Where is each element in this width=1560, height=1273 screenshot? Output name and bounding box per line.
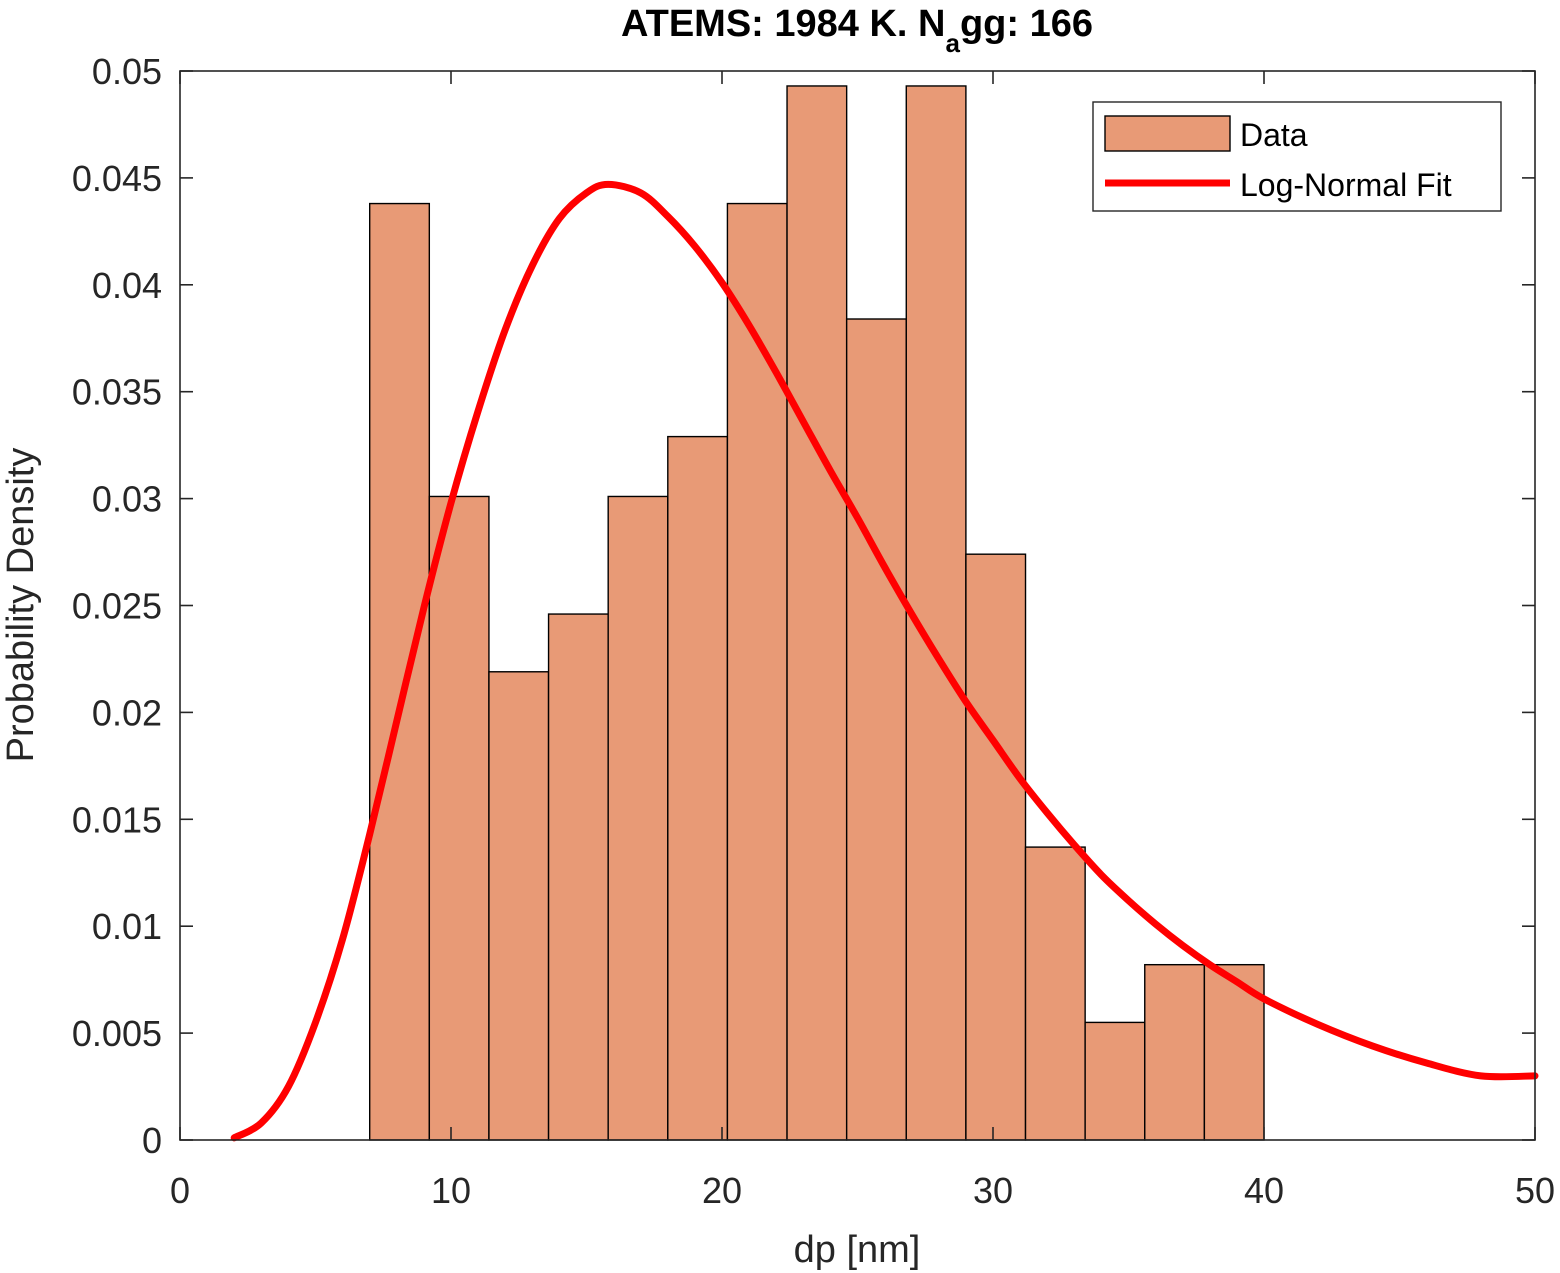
histogram-bar: [965, 553, 1027, 1141]
y-tick-label: 0.005: [72, 1013, 162, 1054]
chart-title-subscript: a: [945, 28, 960, 58]
histogram-bar: [1024, 846, 1086, 1141]
legend-label-data: Data: [1240, 117, 1308, 153]
chart-title-prefix: ATEMS: 1984 K. N: [621, 3, 945, 45]
x-axis: 0 10 20 30 40 50: [170, 71, 1555, 1211]
histogram-bar: [607, 495, 669, 1141]
histogram-bar: [1084, 1021, 1146, 1141]
y-tick-label: 0.03: [92, 479, 162, 520]
histogram-bar: [845, 318, 907, 1141]
x-tick-label: 10: [431, 1170, 471, 1211]
legend-label-fit: Log-Normal Fit: [1240, 167, 1452, 203]
lognormal-fit-line: [230, 180, 1539, 1142]
x-tick-label: 30: [973, 1170, 1013, 1211]
x-tick-label: 0: [170, 1170, 190, 1211]
histogram-bar: [488, 671, 550, 1141]
legend-swatch-data: [1104, 115, 1231, 152]
y-tick-label: 0.05: [92, 51, 162, 92]
y-tick-label: 0.025: [72, 586, 162, 627]
y-tick-label: 0.02: [92, 692, 162, 733]
x-tick-label: 50: [1515, 1170, 1555, 1211]
y-tick-label: 0.01: [92, 906, 162, 947]
histogram-bar: [369, 202, 431, 1141]
histogram-bar: [726, 202, 788, 1141]
fit-curve-layer: [230, 180, 1539, 1142]
y-tick-label: 0.045: [72, 158, 162, 199]
x-axis-label: dp [nm]: [794, 1229, 921, 1271]
histogram-bar: [428, 495, 490, 1141]
y-tick-label: 0.04: [92, 265, 162, 306]
x-tick-label: 40: [1244, 1170, 1284, 1211]
histogram-bar: [905, 85, 967, 1141]
histogram-bar: [667, 435, 729, 1141]
histogram-bar: [547, 613, 609, 1141]
legend: Data Log-Normal Fit: [1092, 101, 1502, 212]
x-tick-label: 20: [702, 1170, 742, 1211]
chart-title: ATEMS: 1984 K. Nagg: 166: [621, 3, 1093, 58]
chart-title-suffix: gg: 166: [960, 3, 1093, 45]
y-axis: 0 0.005 0.01 0.015 0.02 0.025 0.03 0.035 0.04 0.0…: [72, 51, 1535, 1161]
histogram-bar: [1144, 963, 1206, 1141]
histogram-bars: [369, 85, 1265, 1141]
y-axis-label: Probability Density: [0, 448, 42, 763]
histogram-bar: [786, 85, 848, 1141]
y-tick-label: 0.015: [72, 799, 162, 840]
y-tick-label: 0.035: [72, 372, 162, 413]
y-tick-label: 0: [142, 1120, 162, 1161]
